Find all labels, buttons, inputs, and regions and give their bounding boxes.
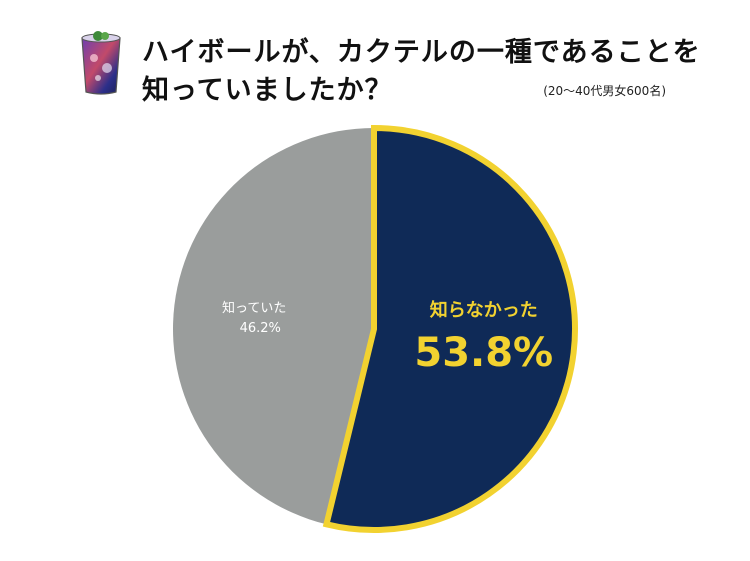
slice-name-known: 知っていた [222, 300, 286, 316]
chart-title-line-2: 知っていましたか？ [142, 75, 393, 106]
pie-slice-not-known [322, 124, 578, 533]
pie-label-not-known: 知らなかった 53.8% [414, 299, 553, 376]
sample-note: (20〜40代男女600名) [543, 84, 666, 98]
pie-slices [173, 124, 578, 533]
slice-name-not-known: 知らなかった [430, 299, 538, 321]
slice-value-known: 46.2% [240, 321, 281, 336]
highball-glass-icon [81, 31, 121, 95]
pie-label-known: 知っていた 46.2% [222, 300, 286, 336]
chart-title-line-1: ハイボールが、カクテルの一種であることを [142, 37, 701, 68]
chart-header: ハイボールが、カクテルの一種であることを 知っていましたか？ (20〜40代男女… [78, 28, 700, 108]
slice-value-not-known: 53.8% [414, 330, 553, 376]
pie-slice-known [173, 128, 374, 525]
pie-labels: 知らなかった 53.8% 知っていた 46.2% [222, 299, 553, 376]
